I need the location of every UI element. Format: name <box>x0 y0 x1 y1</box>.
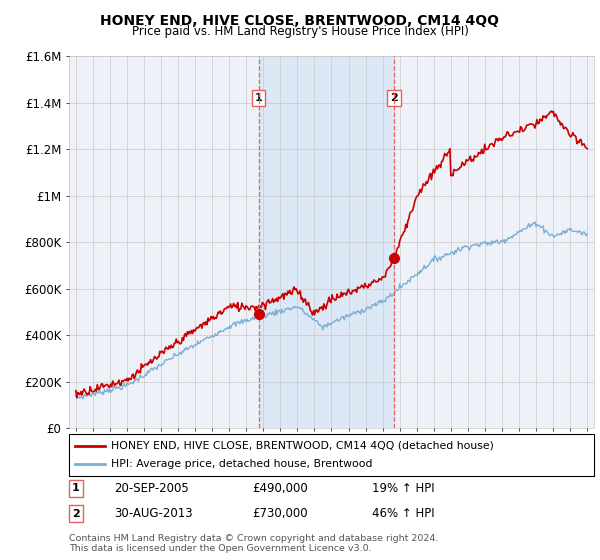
Text: Contains HM Land Registry data © Crown copyright and database right 2024.
This d: Contains HM Land Registry data © Crown c… <box>69 534 439 553</box>
Text: £490,000: £490,000 <box>252 482 308 495</box>
Text: 1: 1 <box>254 93 262 103</box>
Text: 2: 2 <box>390 93 398 103</box>
Text: HONEY END, HIVE CLOSE, BRENTWOOD, CM14 4QQ: HONEY END, HIVE CLOSE, BRENTWOOD, CM14 4… <box>101 14 499 28</box>
Text: 2: 2 <box>72 508 80 519</box>
Text: £730,000: £730,000 <box>252 507 308 520</box>
Text: HONEY END, HIVE CLOSE, BRENTWOOD, CM14 4QQ (detached house): HONEY END, HIVE CLOSE, BRENTWOOD, CM14 4… <box>111 441 494 451</box>
Text: Price paid vs. HM Land Registry's House Price Index (HPI): Price paid vs. HM Land Registry's House … <box>131 25 469 38</box>
Bar <box>259 56 394 428</box>
Text: 1: 1 <box>72 483 80 493</box>
Text: 19% ↑ HPI: 19% ↑ HPI <box>372 482 434 495</box>
Text: HPI: Average price, detached house, Brentwood: HPI: Average price, detached house, Bren… <box>111 459 373 469</box>
Text: 30-AUG-2013: 30-AUG-2013 <box>114 507 193 520</box>
Text: 20-SEP-2005: 20-SEP-2005 <box>114 482 189 495</box>
Text: 46% ↑ HPI: 46% ↑ HPI <box>372 507 434 520</box>
